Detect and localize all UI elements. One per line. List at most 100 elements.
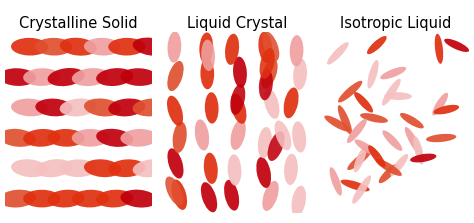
Ellipse shape [23,190,60,207]
Ellipse shape [444,39,469,52]
Ellipse shape [96,190,133,207]
Ellipse shape [384,92,412,100]
Ellipse shape [200,33,213,64]
Ellipse shape [36,38,73,56]
Ellipse shape [23,68,60,86]
Ellipse shape [413,136,424,165]
Ellipse shape [367,60,379,89]
Ellipse shape [230,84,245,115]
Ellipse shape [258,127,272,158]
Ellipse shape [261,59,278,89]
Ellipse shape [410,154,437,162]
Ellipse shape [36,159,73,177]
Ellipse shape [338,105,352,134]
Ellipse shape [172,180,187,210]
Ellipse shape [11,99,48,116]
Ellipse shape [60,159,97,177]
Ellipse shape [167,148,183,179]
Ellipse shape [354,146,367,172]
Ellipse shape [0,129,36,147]
Ellipse shape [120,190,157,208]
Ellipse shape [231,93,246,124]
Ellipse shape [133,159,170,177]
Ellipse shape [292,121,306,153]
Ellipse shape [284,154,298,185]
Ellipse shape [224,180,239,211]
Ellipse shape [360,113,388,123]
Ellipse shape [60,99,97,116]
Ellipse shape [201,58,214,89]
Ellipse shape [383,130,402,151]
Title: Isotropic Liquid: Isotropic Liquid [340,16,451,31]
Title: Liquid Crystal: Liquid Crystal [187,16,287,31]
Ellipse shape [368,145,385,167]
Ellipse shape [283,87,299,118]
Ellipse shape [329,167,342,196]
Ellipse shape [432,93,448,116]
Ellipse shape [274,120,291,150]
Ellipse shape [347,119,367,143]
Ellipse shape [324,116,350,132]
Ellipse shape [327,42,349,65]
Ellipse shape [228,154,241,186]
Ellipse shape [0,68,36,86]
Ellipse shape [133,38,170,56]
Ellipse shape [60,38,97,56]
Title: Crystalline Solid: Crystalline Solid [19,16,137,31]
Ellipse shape [258,32,273,63]
Ellipse shape [133,99,170,116]
Ellipse shape [268,131,284,161]
Ellipse shape [47,68,84,86]
Ellipse shape [173,122,187,153]
Ellipse shape [354,92,373,113]
Ellipse shape [47,190,85,207]
Ellipse shape [165,176,183,206]
Ellipse shape [84,99,121,116]
Ellipse shape [72,190,109,207]
Ellipse shape [290,35,303,66]
Ellipse shape [11,159,48,177]
Ellipse shape [375,159,402,176]
Ellipse shape [204,153,218,184]
Ellipse shape [201,40,215,71]
Ellipse shape [347,149,372,170]
Ellipse shape [167,96,183,126]
Ellipse shape [352,175,371,204]
Ellipse shape [341,180,370,191]
Ellipse shape [205,92,219,124]
Ellipse shape [435,34,443,64]
Ellipse shape [367,36,387,54]
Ellipse shape [233,57,247,88]
Ellipse shape [264,88,279,119]
Ellipse shape [72,68,109,86]
Ellipse shape [338,81,362,103]
Ellipse shape [96,68,133,86]
Ellipse shape [167,31,181,63]
Ellipse shape [120,68,158,86]
Ellipse shape [23,129,60,147]
Ellipse shape [108,159,146,177]
Ellipse shape [400,113,424,128]
Ellipse shape [108,99,146,116]
Ellipse shape [426,134,456,142]
Ellipse shape [355,139,379,157]
Ellipse shape [36,99,73,116]
Ellipse shape [84,159,121,177]
Ellipse shape [434,105,459,114]
Ellipse shape [120,129,158,147]
Ellipse shape [47,129,85,147]
Ellipse shape [262,31,279,61]
Ellipse shape [0,190,36,208]
Ellipse shape [201,182,217,212]
Ellipse shape [167,61,183,91]
Ellipse shape [256,157,271,188]
Ellipse shape [391,154,408,176]
Ellipse shape [380,67,406,79]
Ellipse shape [292,186,306,217]
Ellipse shape [230,119,246,150]
Ellipse shape [195,119,209,151]
Ellipse shape [379,164,398,183]
Ellipse shape [96,129,133,147]
Ellipse shape [260,48,275,79]
Ellipse shape [382,79,401,106]
